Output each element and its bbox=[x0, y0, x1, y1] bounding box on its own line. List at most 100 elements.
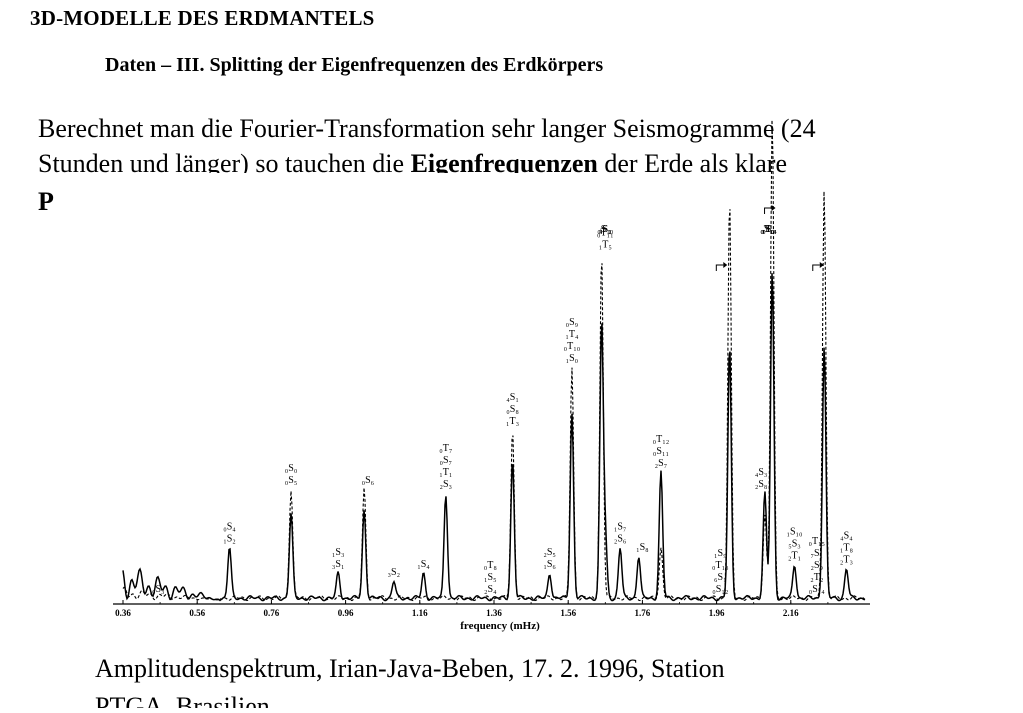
peak-label-line: ₁S₈ bbox=[636, 542, 649, 553]
peak-label-line: ₀S₁₃ bbox=[761, 224, 777, 235]
offscale-arrowhead bbox=[819, 262, 824, 268]
peak-label-line: ₁S₃ bbox=[332, 547, 345, 558]
peak-label-line: ₁S₄ bbox=[417, 559, 430, 570]
offscale-arrow bbox=[812, 264, 820, 271]
peak-label-line: ₂S₉ bbox=[810, 560, 823, 571]
offscale-arrow bbox=[715, 264, 724, 271]
peak-label-line: ₁T₇ bbox=[762, 224, 775, 235]
offscale-arrowhead bbox=[771, 205, 776, 211]
body-text-pre: Stunden und länger) so tauchen die bbox=[38, 149, 411, 173]
slide-title: 3D-MODELLE DES ERDMANTELS bbox=[30, 6, 375, 30]
peak-label-line: ₀S₃ bbox=[152, 584, 165, 595]
body-paragraph-line2: Stunden und länger) so tauchen die Eigen… bbox=[38, 147, 958, 173]
peak-label-line: ₀S₀ bbox=[285, 463, 298, 474]
peak-label-line: ₀T₁₅ bbox=[808, 536, 825, 547]
peak-label: ₃S₂ bbox=[388, 567, 401, 578]
peak-label-line: ₁S₅ bbox=[484, 572, 497, 583]
peak-label-line: ₂S₈ bbox=[755, 479, 768, 490]
body-text-post: der Erde als klare bbox=[597, 149, 787, 173]
peak-label-line: ₆S₁ bbox=[714, 572, 727, 583]
peak-label-line: ₀S₅ bbox=[285, 475, 298, 486]
x-tick-label: 1.56 bbox=[560, 608, 576, 618]
body-paragraph-line3: P bbox=[38, 187, 54, 215]
peak-label-line: ₄S₄ bbox=[840, 531, 853, 542]
body-text-bold: Eigenfrequenzen bbox=[410, 149, 598, 173]
caption-line2: PTGA, Brasilien bbox=[95, 692, 270, 708]
peak-label-line: ₁S₂ bbox=[223, 534, 236, 545]
x-tick-label: 0.96 bbox=[338, 608, 354, 618]
peak-label-line: ₃S₁ bbox=[332, 559, 345, 570]
body-paragraph-line1: Berechnet man die Fourier-Transformation… bbox=[38, 114, 816, 143]
peak-label-line: ₂S₆ bbox=[614, 534, 627, 545]
peak-label-line: ₂S₅ bbox=[543, 547, 556, 558]
slide-subtitle: Daten – III. Splitting der Eigenfrequenz… bbox=[105, 54, 604, 76]
peak-label-line: ₁T₅ bbox=[599, 240, 612, 251]
x-tick-label: 2.16 bbox=[783, 608, 799, 618]
peak-label-line: ₄S₃ bbox=[755, 467, 768, 478]
peak-label-line: ₂S₄ bbox=[484, 584, 497, 595]
series-dashed-line bbox=[122, 119, 866, 602]
peak-label: ₀S₃ bbox=[152, 584, 165, 595]
x-tick-label: 0.36 bbox=[115, 608, 131, 618]
peak-label: ₁S₄ bbox=[417, 559, 430, 570]
peak-label-line: ₁S₉ bbox=[714, 548, 727, 559]
peak-label-line: ₁S₇ bbox=[614, 522, 627, 533]
peak-label: ₀S₆ bbox=[362, 475, 375, 486]
x-tick-label: 1.76 bbox=[635, 608, 651, 618]
peak-label-line: ₀S₉ bbox=[566, 317, 579, 328]
offscale-arrowhead bbox=[723, 262, 728, 268]
peak-label-line: ₂S₇ bbox=[655, 458, 668, 469]
peak-label-line: ₅S₂ bbox=[762, 224, 775, 235]
peak-label-line: ₀T₁₃ bbox=[712, 560, 729, 571]
x-tick-label: 1.16 bbox=[412, 608, 428, 618]
peak-label-line: ₀S₇ bbox=[439, 455, 452, 466]
peak-label-line: ₇S₁ bbox=[810, 548, 823, 559]
peak-label-line: ₀S₈ bbox=[506, 404, 519, 415]
peak-label-line: ₀S₁₄ bbox=[809, 584, 826, 595]
offscale-arrow bbox=[764, 207, 772, 214]
peak-label-line: ₂T₃ bbox=[840, 555, 853, 566]
x-tick-label: 1.96 bbox=[709, 608, 725, 618]
peak-label-line: ₀T₁₀ bbox=[564, 341, 581, 352]
x-axis-label: frequency (mHz) bbox=[460, 620, 540, 632]
peak-label-line: ₀S₆ bbox=[362, 475, 375, 486]
peak-label-line: ₄S₂ bbox=[599, 224, 612, 235]
peak-label: ₁S₈ bbox=[636, 542, 649, 553]
peak-label-line: ₀T₁₂ bbox=[653, 434, 670, 445]
peak-label-line: ₀S₁₂ bbox=[712, 584, 728, 595]
peak-label-line: ₅S₃ bbox=[788, 538, 801, 549]
x-tick-label: 0.56 bbox=[189, 608, 205, 618]
peak-label-line: ₃S₂ bbox=[388, 567, 401, 578]
peak-label-line: ₁T₄ bbox=[565, 329, 579, 340]
peak-label-line: ₂S₃ bbox=[439, 479, 452, 490]
peak-label-line: ₅S₁ bbox=[599, 224, 612, 235]
peak-label-line: ₀S₁₀ bbox=[597, 224, 614, 235]
x-tick-label: 0.76 bbox=[264, 608, 280, 618]
peak-label-line: ₁S₆ bbox=[543, 559, 556, 570]
peak-label-line: ₀S₄ bbox=[223, 522, 236, 533]
peak-label-line: ₀T₇ bbox=[439, 443, 452, 454]
peak-label-line: ₁S₀ bbox=[566, 353, 579, 364]
peak-label-line: ₁T₃ bbox=[506, 416, 519, 427]
peak-label-line: ₂T₁ bbox=[788, 550, 801, 561]
peak-label-line: ₁T₁ bbox=[439, 467, 452, 478]
x-tick-label: 1.36 bbox=[486, 608, 502, 618]
peak-label-line: ₁T₈ bbox=[840, 543, 854, 554]
peak-label-line: ₀T₁₄ bbox=[760, 224, 777, 235]
peak-label-line: ₂T₂ bbox=[810, 572, 823, 583]
